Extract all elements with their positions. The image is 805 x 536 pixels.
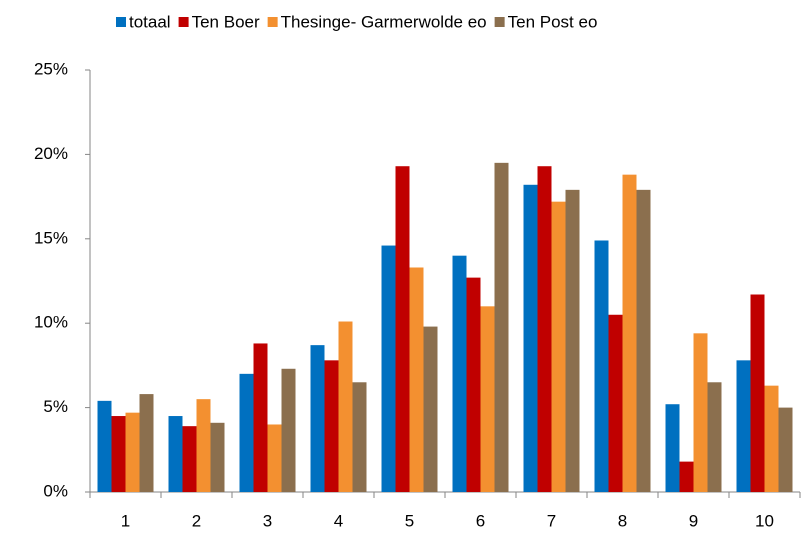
y-tick-label: 10% <box>34 313 68 332</box>
x-tick-label: 4 <box>334 511 343 530</box>
legend-label: Ten Boer <box>192 12 260 31</box>
bar <box>168 416 183 492</box>
bar <box>551 201 566 492</box>
bar <box>395 166 410 492</box>
legend-swatch <box>116 17 126 27</box>
bar <box>636 189 651 492</box>
legend-swatch <box>267 17 278 27</box>
bar <box>665 404 680 492</box>
bar <box>622 174 637 492</box>
bar <box>310 345 325 492</box>
legend-swatch <box>494 17 505 27</box>
bar <box>111 416 126 492</box>
bar <box>267 424 282 492</box>
bar <box>182 426 197 492</box>
bar <box>125 412 140 492</box>
x-tick-label: 7 <box>547 511 556 530</box>
bar <box>736 360 751 492</box>
legend-swatch <box>178 17 189 27</box>
bar <box>480 306 495 492</box>
legend-label: Ten Post eo <box>508 12 598 31</box>
bar <box>594 240 609 492</box>
bar <box>679 461 694 492</box>
bar <box>693 333 708 492</box>
bar <box>764 385 779 492</box>
bar <box>423 326 438 492</box>
bar <box>565 189 580 492</box>
bar <box>608 314 623 492</box>
y-tick-label: 15% <box>34 228 68 247</box>
bar <box>338 321 353 492</box>
x-tick-label: 2 <box>192 511 201 530</box>
bar <box>239 373 254 492</box>
bar <box>253 343 268 492</box>
x-tick-label: 1 <box>121 511 130 530</box>
legend-label: totaal <box>129 12 171 31</box>
x-tick-label: 9 <box>689 511 698 530</box>
bar <box>139 394 154 492</box>
bar <box>352 382 367 492</box>
bar <box>452 255 467 492</box>
x-tick-label: 3 <box>263 511 272 530</box>
x-tick-label: 10 <box>755 511 774 530</box>
bar <box>196 399 211 492</box>
bar <box>210 422 225 492</box>
y-tick-label: 20% <box>34 144 68 163</box>
x-tick-label: 6 <box>476 511 485 530</box>
bar <box>409 267 424 492</box>
y-tick-label: 25% <box>34 59 68 78</box>
legend-label: Thesinge- Garmerwolde eo <box>281 12 487 31</box>
bar <box>494 162 509 492</box>
bar <box>707 382 722 492</box>
bar <box>750 294 765 492</box>
bar <box>466 277 481 492</box>
bar <box>324 360 339 492</box>
bar <box>281 368 296 492</box>
bar <box>381 245 396 492</box>
bar <box>537 166 552 492</box>
x-tick-label: 8 <box>618 511 627 530</box>
bar <box>523 184 538 492</box>
y-tick-label: 0% <box>43 481 68 500</box>
x-tick-label: 5 <box>405 511 414 530</box>
y-tick-label: 5% <box>43 397 68 416</box>
bar <box>97 400 112 492</box>
bar <box>778 407 793 492</box>
